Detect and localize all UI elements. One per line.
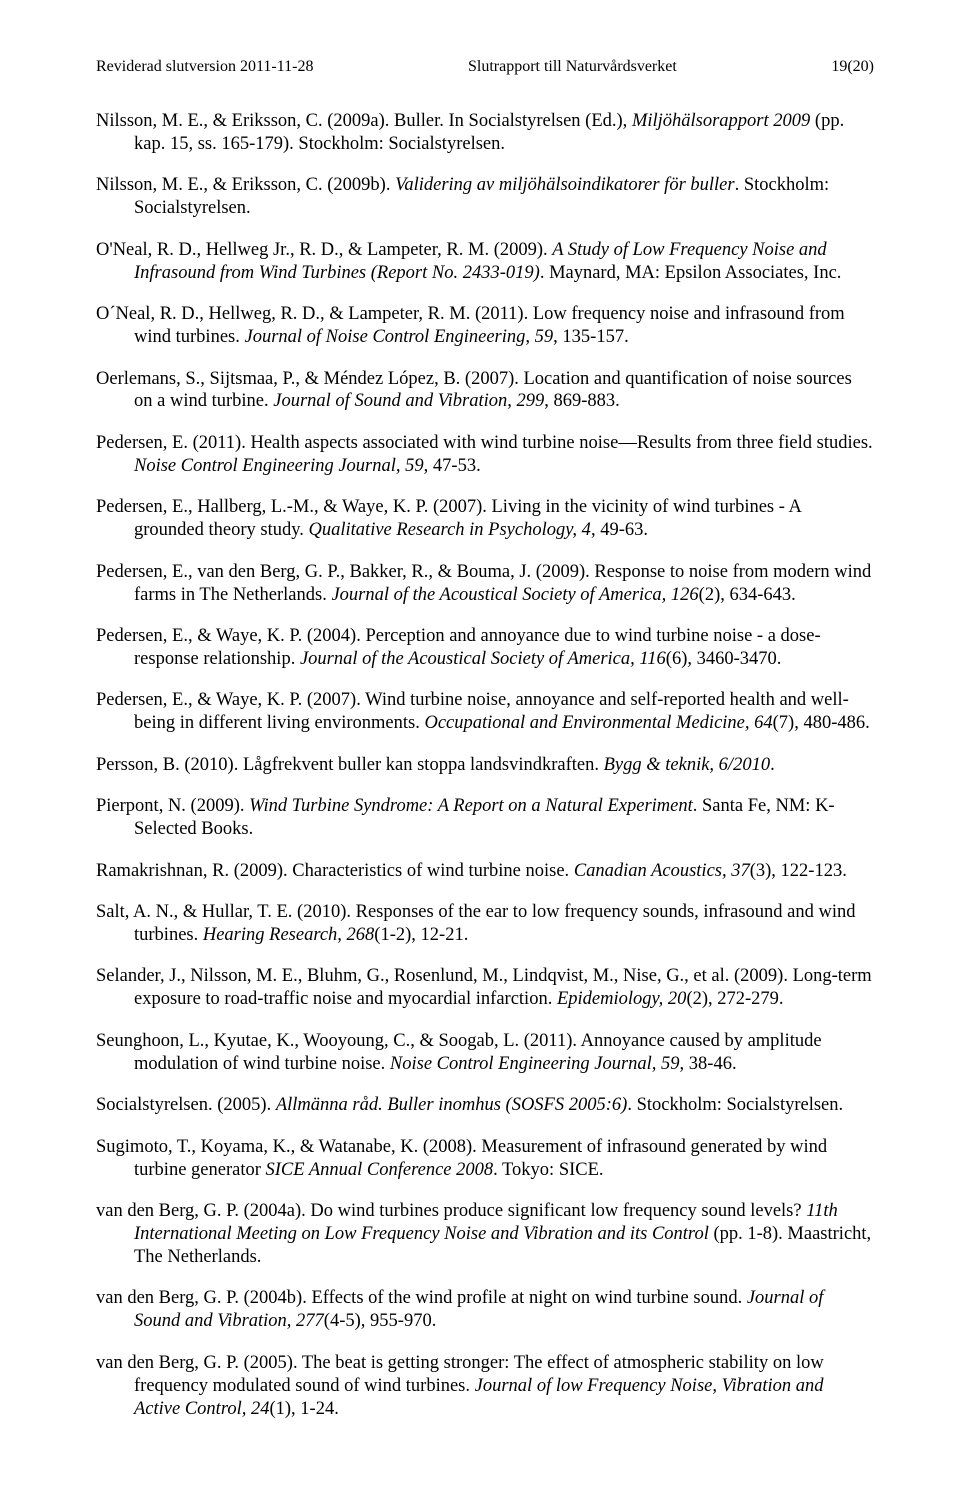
reference-text-run: , 38-46. <box>680 1054 737 1074</box>
reference-italic-run: Journal of Noise Control Engineering, 59 <box>244 327 553 347</box>
reference-text-run: . Stockholm: Socialstyrelsen. <box>627 1095 843 1115</box>
reference-entry: Seunghoon, L., Kyutae, K., Wooyoung, C.,… <box>96 1030 874 1076</box>
reference-text-run: O'Neal, R. D., Hellweg Jr., R. D., & Lam… <box>96 240 552 260</box>
reference-italic-run: Journal of Sound and Vibration, 299 <box>273 391 544 411</box>
reference-italic-run: Qualitative Research in Psychology, 4 <box>309 520 591 540</box>
reference-italic-run: Noise Control Engineering Journal, 59 <box>390 1054 680 1074</box>
reference-entry: Socialstyrelsen. (2005). Allmänna råd. B… <box>96 1094 874 1117</box>
reference-text-run: Socialstyrelsen. (2005). <box>96 1095 276 1115</box>
document-page: Reviderad slutversion 2011-11-28 Slutrap… <box>0 0 960 1478</box>
reference-text-run: , 869-883. <box>544 391 620 411</box>
reference-entry: van den Berg, G. P. (2005). The beat is … <box>96 1352 874 1421</box>
reference-entry: Pedersen, E., & Waye, K. P. (2004). Perc… <box>96 625 874 671</box>
reference-entry: O´Neal, R. D., Hellweg, R. D., & Lampete… <box>96 303 874 349</box>
reference-text-run: Pedersen, E. (2011). Health aspects asso… <box>96 433 873 453</box>
reference-text-run: . <box>770 755 775 775</box>
reference-entry: Pedersen, E., Hallberg, L.-M., & Waye, K… <box>96 496 874 542</box>
reference-text-run: (4-5), 955-970. <box>324 1311 437 1331</box>
reference-text-run: Persson, B. (2010). Lågfrekvent buller k… <box>96 755 604 775</box>
reference-entry: Nilsson, M. E., & Eriksson, C. (2009b). … <box>96 174 874 220</box>
reference-text-run: (1), 1-24. <box>269 1399 338 1419</box>
references-list: Nilsson, M. E., & Eriksson, C. (2009a). … <box>96 110 874 1420</box>
reference-entry: Ramakrishnan, R. (2009). Characteristics… <box>96 860 874 883</box>
reference-entry: Persson, B. (2010). Lågfrekvent buller k… <box>96 754 874 777</box>
reference-entry: Oerlemans, S., Sijtsmaa, P., & Méndez Ló… <box>96 368 874 414</box>
reference-italic-run: Wind Turbine Syndrome: A Report on a Nat… <box>249 796 693 816</box>
reference-text-run: van den Berg, G. P. (2004b). Effects of … <box>96 1288 747 1308</box>
reference-text-run: (2), 634-643. <box>699 585 796 605</box>
reference-text-run: Pierpont, N. (2009). <box>96 796 249 816</box>
reference-text-run: . Maynard, MA: Epsilon Associates, Inc. <box>540 263 842 283</box>
reference-entry: Salt, A. N., & Hullar, T. E. (2010). Res… <box>96 901 874 947</box>
reference-italic-run: Allmänna råd. Buller inomhus (SOSFS 2005… <box>276 1095 627 1115</box>
reference-entry: Pedersen, E., van den Berg, G. P., Bakke… <box>96 561 874 607</box>
reference-text-run: van den Berg, G. P. (2004a). Do wind tur… <box>96 1201 806 1221</box>
reference-italic-run: Miljöhälsorapport 2009 <box>632 111 810 131</box>
reference-text-run: (7), 480-486. <box>773 713 870 733</box>
reference-text-run: (2), 272-279. <box>686 989 783 1009</box>
reference-italic-run: Canadian Acoustics, 37 <box>574 861 750 881</box>
page-header: Reviderad slutversion 2011-11-28 Slutrap… <box>96 58 874 76</box>
reference-italic-run: Epidemiology, 20 <box>557 989 686 1009</box>
reference-text-run: Ramakrishnan, R. (2009). Characteristics… <box>96 861 574 881</box>
reference-italic-run: Noise Control Engineering Journal, 59 <box>134 456 424 476</box>
header-right: 19(20) <box>831 58 874 76</box>
reference-text-run: . Tokyo: SICE. <box>493 1160 603 1180</box>
reference-entry: O'Neal, R. D., Hellweg Jr., R. D., & Lam… <box>96 239 874 285</box>
reference-entry: Pedersen, E. (2011). Health aspects asso… <box>96 432 874 478</box>
reference-text-run: (6), 3460-3470. <box>666 649 782 669</box>
reference-italic-run: Journal of the Acoustical Society of Ame… <box>300 649 666 669</box>
reference-italic-run: Hearing Research, 268 <box>203 925 374 945</box>
reference-italic-run: Journal of the Acoustical Society of Ame… <box>331 585 698 605</box>
reference-entry: van den Berg, G. P. (2004a). Do wind tur… <box>96 1200 874 1269</box>
reference-entry: Pedersen, E., & Waye, K. P. (2007). Wind… <box>96 689 874 735</box>
reference-italic-run: SICE Annual Conference 2008 <box>266 1160 494 1180</box>
reference-text-run: , 49-63. <box>591 520 648 540</box>
reference-text-run: , 135-157. <box>553 327 629 347</box>
reference-text-run: (1-2), 12-21. <box>374 925 468 945</box>
reference-entry: Selander, J., Nilsson, M. E., Bluhm, G.,… <box>96 965 874 1011</box>
header-left: Reviderad slutversion 2011-11-28 <box>96 58 313 76</box>
reference-text-run: Nilsson, M. E., & Eriksson, C. (2009a). … <box>96 111 632 131</box>
reference-italic-run: Occupational and Environmental Medicine,… <box>424 713 772 733</box>
header-center: Slutrapport till Naturvårdsverket <box>468 58 677 76</box>
reference-text-run: (3), 122-123. <box>750 861 847 881</box>
reference-text-run: Nilsson, M. E., & Eriksson, C. (2009b). <box>96 175 395 195</box>
reference-entry: Sugimoto, T., Koyama, K., & Watanabe, K.… <box>96 1136 874 1182</box>
reference-entry: van den Berg, G. P. (2004b). Effects of … <box>96 1287 874 1333</box>
reference-entry: Pierpont, N. (2009). Wind Turbine Syndro… <box>96 795 874 841</box>
reference-text-run: , 47-53. <box>424 456 481 476</box>
reference-italic-run: Validering av miljöhälsoindikatorer för … <box>395 175 735 195</box>
reference-italic-run: Bygg & teknik, 6/2010 <box>604 755 770 775</box>
reference-entry: Nilsson, M. E., & Eriksson, C. (2009a). … <box>96 110 874 156</box>
